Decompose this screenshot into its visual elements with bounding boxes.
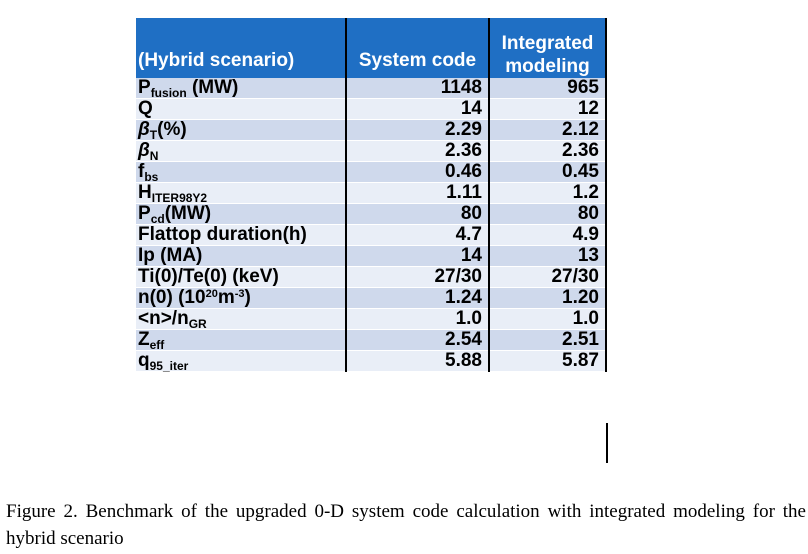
row-label-label-main: q [138,350,150,371]
integrated-modeling-value: 5.87 [489,350,607,372]
row-label: Flattop duration(h) [136,224,347,246]
system-code-value: 2.54 [346,329,490,351]
row-label: Ti(0)/Te(0) (keV) [136,266,347,288]
row-label-label-main: Q [138,98,153,119]
system-code-value: 1.24 [346,287,490,309]
row-label-label-rest: m [217,287,235,308]
header-integrated-modeling: Integrated modeling [489,18,607,78]
integrated-modeling-value: 1.2 [489,182,607,204]
header-scenario: (Hybrid scenario) [136,18,347,78]
integrated-modeling-value: 12 [489,98,607,120]
row-label: Zeff [136,329,347,352]
row-label: Pcd(MW) [136,203,347,226]
system-code-value: 1.11 [346,182,490,204]
row-label-label-main: β [138,140,150,161]
table-row: Zeff 2.54 2.51 [136,329,607,352]
row-label-label-sup2: -3 [234,288,245,300]
integrated-modeling-value: 27/30 [489,266,607,288]
system-code-value: 2.29 [346,119,490,141]
table-header-row: (Hybrid scenario) System code Integrated… [136,18,607,78]
row-label-label-sup: 20 [205,288,218,300]
row-label-label-sub: fusion [150,86,187,100]
integrated-modeling-value: 80 [489,203,607,225]
system-code-value: 0.46 [346,161,490,183]
row-label-label-sub: T [149,128,158,142]
row-label-label-main: Ip (MA) [138,245,203,266]
row-label-label-main: f [138,161,145,182]
integrated-modeling-value: 1.20 [489,287,607,309]
row-label-label-rest: (MW) [186,77,239,98]
table-row: HITER98Y2 1.11 1.2 [136,182,607,205]
integrated-modeling-value: 2.12 [489,119,607,141]
integrated-modeling-value: 0.45 [489,161,607,183]
row-label: βT(%) [136,119,347,142]
system-code-value: 1.0 [346,308,490,330]
row-label-label-sub: cd [150,212,165,226]
system-code-value: 80 [346,203,490,225]
integrated-modeling-value: 4.9 [489,224,607,246]
integrated-modeling-value: 1.0 [489,308,607,330]
table-row: Ip (MA) 14 13 [136,245,607,267]
row-label: fbs [136,161,347,184]
system-code-value: 27/30 [346,266,490,288]
row-label-label-sub: eff [149,338,165,352]
row-label-label-main: P [138,77,151,98]
benchmark-table-container: (Hybrid scenario) System code Integrated… [136,18,608,463]
row-label-label-main: <n>/n [138,308,189,329]
table-row: βT(%) 2.29 2.12 [136,119,607,142]
table-row: βN 2.36 2.36 [136,140,607,163]
row-label-label-sub: GR [188,317,207,331]
figure-caption: Figure 2. Benchmark of the upgraded 0-D … [6,501,806,549]
table-row: n(0) (1020m-3) 1.24 1.20 [136,287,607,309]
row-label-label-rest: (%) [157,119,187,140]
table-row: Pfusion (MW) 1148 965 [136,77,607,100]
integrated-modeling-value: 13 [489,245,607,267]
row-label: HITER98Y2 [136,182,347,205]
integrated-modeling-value: 965 [489,78,607,99]
row-label-label-sub: N [149,149,159,163]
row-label: βN [136,140,347,163]
row-label-label-main: Ti(0)/Te(0) (keV) [138,266,279,287]
row-label-label-main: Z [138,329,150,350]
benchmark-table: (Hybrid scenario) System code Integrated… [136,18,607,372]
integrated-modeling-value: 2.51 [489,329,607,351]
system-code-value: 4.7 [346,224,490,246]
row-label-label-sub: bs [144,170,159,184]
row-label-label-sub: ITER98Y2 [151,191,208,205]
system-code-value: 5.88 [346,350,490,372]
row-label: Pfusion (MW) [136,77,347,100]
table-row: q95_iter 5.88 5.87 [136,350,607,373]
table-row: fbs 0.46 0.45 [136,161,607,184]
row-label: n(0) (1020m-3) [136,287,347,309]
system-code-value: 14 [346,98,490,120]
system-code-value: 14 [346,245,490,267]
integrated-modeling-value: 2.36 [489,140,607,162]
table-row: Pcd(MW) 80 80 [136,203,607,226]
row-label: <n>/nGR [136,308,347,331]
table-row: Flattop duration(h) 4.7 4.9 [136,224,607,246]
row-label-label-main: Flattop duration(h) [138,224,307,245]
system-code-value: 2.36 [346,140,490,162]
row-label: Ip (MA) [136,245,347,267]
table-row: Ti(0)/Te(0) (keV) 27/30 27/30 [136,266,607,288]
row-label-label-rest: (MW) [164,203,212,224]
table-body: Pfusion (MW) 1148 965 Q 14 12 βT(%) 2.29 2.12 βN 2… [136,77,607,373]
row-label-label-sub: 95_iter [149,359,189,373]
row-label-label-main: P [138,203,151,224]
table-row: <n>/nGR 1.0 1.0 [136,308,607,331]
row-label-label-rest2: ) [244,287,251,308]
row-label-label-main: n(0) (10 [138,287,206,308]
row-label-label-main: H [138,182,152,203]
table-row: Q 14 12 [136,98,607,120]
row-label: Q [136,98,347,120]
system-code-value: 1148 [346,78,490,99]
header-system-code: System code [346,18,490,78]
row-label-label-main: β [138,119,150,140]
row-label: q95_iter [136,350,347,373]
